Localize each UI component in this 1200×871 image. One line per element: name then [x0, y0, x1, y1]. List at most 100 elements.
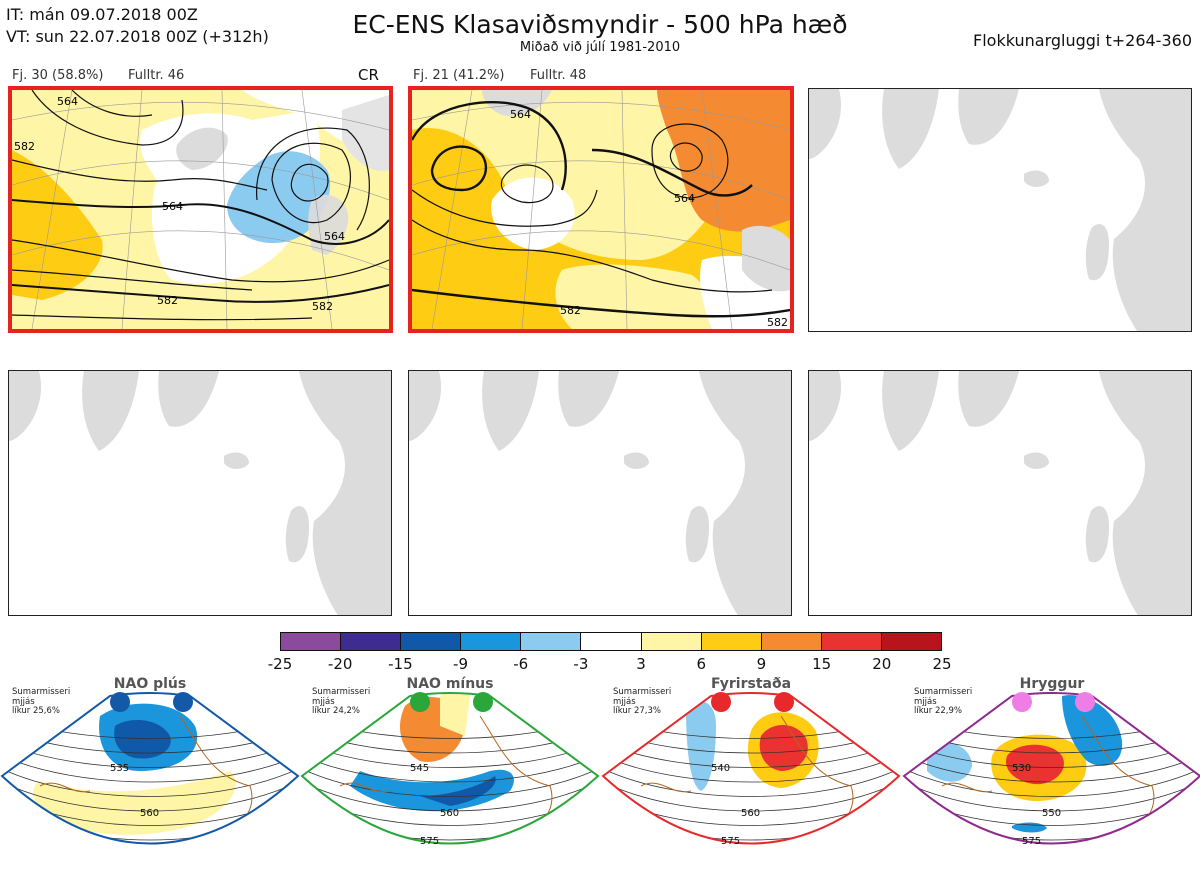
contour-label: 564	[162, 200, 183, 213]
contour-label: 582	[560, 304, 581, 317]
contour-label: 575	[420, 836, 439, 847]
header-info: IT: mán 09.07.2018 00Z VT: sun 22.07.201…	[6, 4, 269, 48]
anomaly-patch	[927, 742, 972, 782]
regime-stat: mjjás	[12, 696, 35, 707]
valid-time: VT: sun 22.07.2018 00Z (+312h)	[6, 27, 269, 46]
colorbar-cell	[881, 633, 942, 650]
regime-map: 540 560 575	[601, 692, 901, 847]
regime-4: 530 550 575 Hryggur Sumarmisseri mjjás líkur 2…	[902, 676, 1200, 871]
contour-label: 575	[721, 836, 740, 847]
colorbar-cell	[641, 633, 702, 650]
anomaly-patch	[420, 776, 496, 806]
colorbar-tick-label: -3	[573, 655, 589, 673]
contour-label: 582	[14, 140, 35, 153]
regime-map: 545 560 575	[300, 692, 600, 847]
regime-3: 540 560 575 Fyrirstaða Sumarmisseri mjjás líku…	[601, 676, 901, 871]
colorbar-tick-label: 25	[932, 655, 952, 673]
regime-stat: Sumarmisseri	[12, 687, 71, 697]
regime-stat: mjjás	[312, 696, 335, 707]
height-contour	[603, 754, 899, 783]
regime-stat: Sumarmisseri	[312, 687, 371, 697]
colorbar-tick-label: -6	[513, 655, 529, 673]
regime-marker-dot	[1075, 692, 1095, 712]
regime-1: 535 560 NAO plús Sumarmisseri mjjás líkur 25,…	[0, 676, 300, 871]
contour-label: 545	[410, 763, 429, 774]
colorbar-tick-label: 6	[696, 655, 707, 673]
anomaly-patch	[1006, 744, 1064, 785]
colorbar-cell	[401, 633, 462, 650]
height-contour	[2, 767, 298, 797]
regime-marker-dot	[173, 692, 193, 712]
contour-label: 560	[140, 808, 159, 819]
contour-label: 564	[324, 230, 345, 243]
anomaly-patch	[686, 701, 716, 791]
anomaly-patch	[440, 693, 470, 736]
regime-stats: Sumarmisseri mjjás líkur 24,2%	[312, 687, 371, 717]
regime-stats: Sumarmisseri mjjás líkur 27,3%	[613, 687, 672, 717]
contour-label: 575	[1022, 836, 1041, 847]
colorbar-tick-label: -25	[267, 655, 293, 673]
colorbar-cell	[521, 633, 582, 650]
height-contour	[603, 780, 899, 812]
cluster-2-representative: Fulltr. 48	[530, 68, 587, 83]
regime-stat: líkur 24,2%	[312, 706, 360, 716]
anomaly-patch	[33, 771, 236, 835]
cluster-1-representative: Fulltr. 46	[128, 68, 185, 83]
cluster-map-1: 564 582 564 582 564 582	[8, 86, 393, 333]
colorbar-tick-label: 3	[636, 655, 646, 673]
regime-marker-dot	[711, 692, 731, 712]
init-time: IT: mán 09.07.2018 00Z	[6, 5, 198, 24]
contour-label: 540	[711, 763, 730, 774]
regime-2: 545 560 575 NAO mínus Sumarmisseri mjjás líkur…	[300, 676, 600, 871]
regime-stat: Sumarmisseri	[613, 687, 672, 697]
contour-label: 564	[57, 95, 78, 108]
colorbar-cell	[461, 633, 522, 650]
regime-border	[902, 692, 1200, 845]
contour-label: 550	[1042, 808, 1061, 819]
regime-marker-dot	[1012, 692, 1032, 712]
regime-map: 535 560	[0, 692, 300, 845]
contour-label: 560	[741, 808, 760, 819]
colorbar-cell	[821, 633, 882, 650]
contour-label: 560	[440, 808, 459, 819]
contour-label: 535	[110, 763, 129, 774]
height-contour	[904, 754, 1200, 783]
contour-label: 582	[767, 316, 788, 329]
cluster-map-2: 564 564 582 582	[408, 86, 794, 333]
contour-label: 582	[157, 294, 178, 307]
regime-stat: mjjás	[914, 696, 937, 707]
page-title: EC-ENS Klasaviðsmyndir - 500 hPa hæð	[352, 10, 848, 39]
height-contour	[302, 780, 598, 812]
regime-title: NAO plús	[113, 676, 187, 692]
height-contour	[2, 754, 298, 783]
regime-stat: mjjás	[613, 696, 636, 707]
contour-label: 564	[674, 192, 695, 205]
coastline	[640, 715, 854, 844]
colorbar-cell	[341, 633, 402, 650]
height-contour	[2, 780, 298, 812]
colorbar-tick-label: 15	[812, 655, 832, 673]
colorbar-cell	[761, 633, 822, 650]
anomaly-patch	[1062, 695, 1123, 766]
regime-stats: Sumarmisseri mjjás líkur 25,6%	[12, 687, 71, 717]
regime-stat: líkur 27,3%	[613, 706, 661, 716]
regime-stat: Sumarmisseri	[914, 687, 973, 697]
height-contour	[904, 715, 1200, 739]
regime-title: NAO mínus	[406, 676, 494, 692]
colorbar-cell	[701, 633, 762, 650]
colorbar-cell	[281, 633, 342, 650]
regime-title: Fyrirstaða	[710, 676, 792, 692]
height-contour	[302, 767, 598, 797]
height-contour	[302, 754, 598, 783]
regime-border	[0, 692, 300, 845]
regime-marker-dot	[410, 692, 430, 712]
colorbar-cell	[581, 633, 642, 650]
regime-stats: Sumarmisseri mjjás líkur 22,9%	[914, 687, 973, 717]
cluster-1-regime: CR	[358, 66, 379, 84]
colorbar-tick-label: 20	[872, 655, 892, 673]
page-subtitle: Miðað við júlí 1981-2010	[519, 40, 681, 55]
contour-label: 564	[510, 108, 531, 121]
cluster-map-5-empty	[408, 370, 792, 616]
regime-stat: líkur 25,6%	[12, 706, 60, 716]
anomaly-patch	[114, 720, 171, 759]
